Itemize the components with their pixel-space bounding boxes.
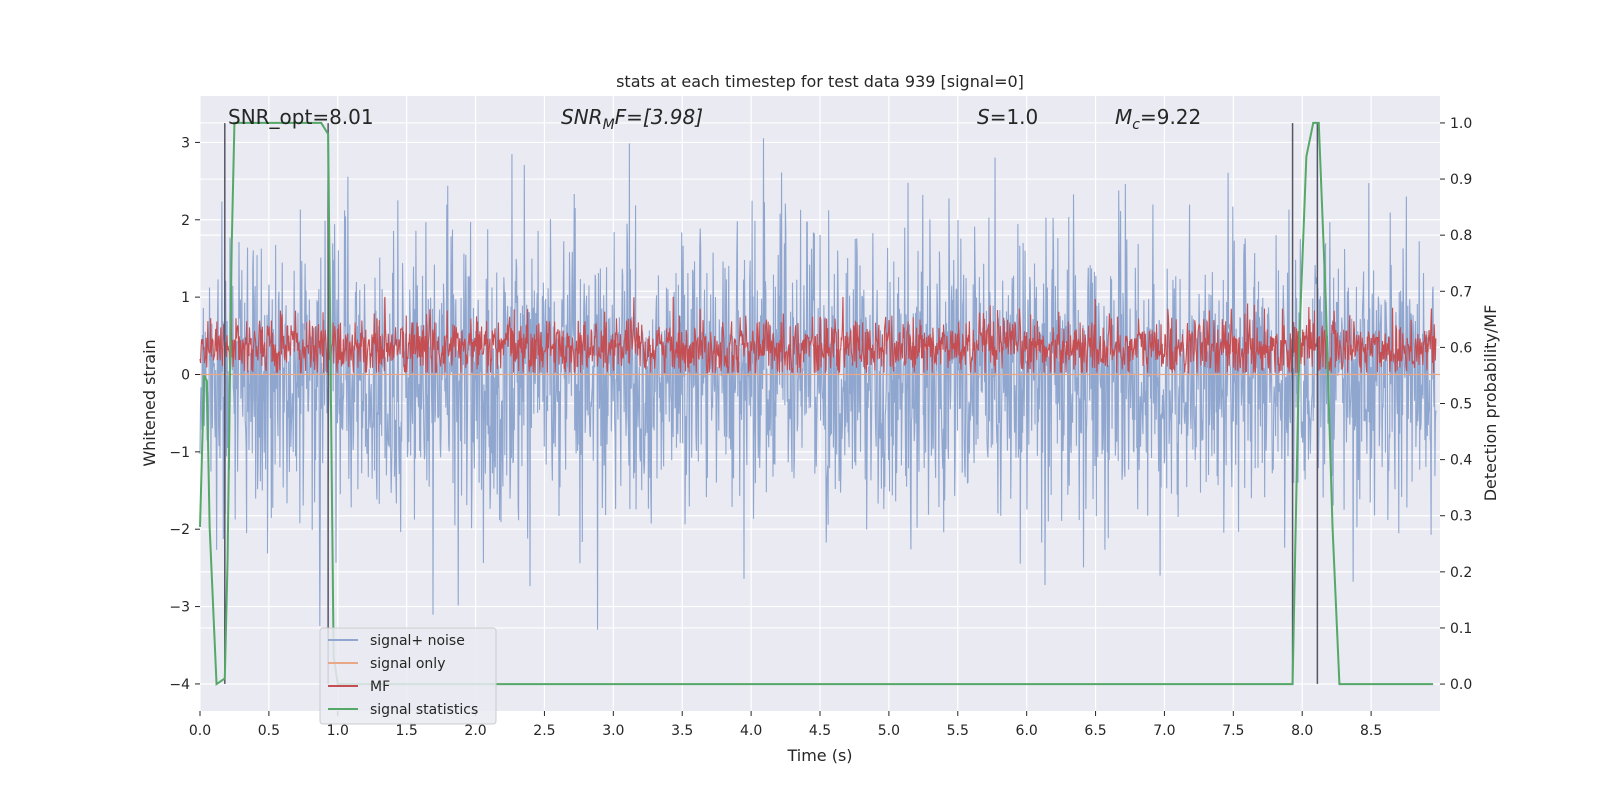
y-right-tick-label-5: 0.5 bbox=[1450, 397, 1472, 413]
annotation-mc: Mc=9.22 bbox=[1115, 105, 1201, 133]
x-tick-label-4: 2.0 bbox=[464, 723, 486, 739]
annotation-snr-mf-sub: M bbox=[603, 117, 615, 133]
annotation-mc-main: M bbox=[1115, 105, 1132, 129]
x-tick-label-9: 4.5 bbox=[809, 723, 831, 739]
y-left-axis-label: Whitened strain bbox=[140, 339, 159, 466]
y-right-tick-label-2: 0.8 bbox=[1450, 228, 1472, 244]
x-tick-label-8: 4.0 bbox=[740, 723, 762, 739]
x-tick-label-15: 7.5 bbox=[1222, 723, 1244, 739]
x-tick-label-0: 0.0 bbox=[189, 723, 211, 739]
x-tick-label-2: 1.0 bbox=[327, 723, 349, 739]
y-right-tick-label-6: 0.4 bbox=[1450, 453, 1472, 469]
y-left-tick-label-5: −2 bbox=[169, 522, 190, 538]
x-tick-labels: 0.0 0.5 1.0 1.5 2.0 2.5 3.0 3.5 4.0 4.5 5.0 5.5 6.0 6… bbox=[189, 711, 1382, 739]
x-tick-label-14: 7.0 bbox=[1153, 723, 1175, 739]
y-right-tick-label-7: 0.3 bbox=[1450, 509, 1472, 525]
legend-label-signal-only: signal only bbox=[370, 656, 445, 672]
x-tick-label-12: 6.0 bbox=[1016, 723, 1038, 739]
x-tick-label-6: 3.0 bbox=[602, 723, 624, 739]
x-tick-label-3: 1.5 bbox=[396, 723, 418, 739]
signal-statistics-trace bbox=[199, 121, 1434, 686]
y-right-tick-label-0: 1.0 bbox=[1450, 116, 1472, 132]
annotation-s: S=1.0 bbox=[977, 105, 1038, 129]
legend-label-mf: MF bbox=[370, 679, 390, 695]
annotation-snr-mf-main: SNR bbox=[561, 105, 603, 129]
x-tick-label-7: 3.5 bbox=[671, 723, 693, 739]
annotation-snr-mf-rest: F=[3.98] bbox=[615, 105, 703, 129]
x-tick-label-11: 5.5 bbox=[947, 723, 969, 739]
y-right-tick-label-3: 0.7 bbox=[1450, 284, 1472, 300]
y-left-tick-label-4: −1 bbox=[169, 445, 190, 461]
y-left-tick-label-2: 1 bbox=[181, 290, 190, 306]
series-signal-statistics bbox=[199, 121, 1434, 686]
mf-trace bbox=[199, 296, 1437, 375]
noise-trace bbox=[199, 138, 1437, 630]
y-left-tick-label-6: −3 bbox=[169, 600, 190, 616]
y-left-tick-label-3: 0 bbox=[181, 367, 190, 383]
annotation-mc-rest: =9.22 bbox=[1140, 105, 1201, 129]
x-tick-label-5: 2.5 bbox=[533, 723, 555, 739]
annotation-mc-sub: c bbox=[1132, 117, 1140, 133]
annotation-snr-opt: SNR_opt=8.01 bbox=[228, 105, 374, 129]
y-left-tick-labels: 3 2 1 0 −1 −2 −3 −4 bbox=[169, 135, 200, 693]
y-right-tick-labels: 1.0 0.9 0.8 0.7 0.6 0.5 0.4 0.3 0.2 0.1 0.0 bbox=[1440, 116, 1472, 693]
annotation-s-rest: =1.0 bbox=[990, 105, 1039, 129]
legend-box bbox=[319, 627, 497, 725]
annotation-s-main: S bbox=[977, 105, 990, 129]
y-right-tick-label-4: 0.6 bbox=[1450, 340, 1472, 356]
y-left-tick-label-0: 3 bbox=[181, 135, 190, 151]
x-tick-label-17: 8.5 bbox=[1360, 723, 1382, 739]
legend: signal+ noise signal only MF signal stat… bbox=[319, 627, 497, 725]
legend-label-signal-noise: signal+ noise bbox=[370, 633, 465, 649]
x-tick-label-13: 6.5 bbox=[1084, 723, 1106, 739]
x-tick-label-1: 0.5 bbox=[258, 723, 280, 739]
series-signal-noise bbox=[199, 138, 1437, 630]
chart-title: stats at each timestep for test data 939… bbox=[616, 72, 1024, 91]
y-right-tick-label-10: 0.0 bbox=[1450, 677, 1472, 693]
y-right-tick-label-9: 0.1 bbox=[1450, 621, 1472, 637]
y-right-tick-label-1: 0.9 bbox=[1450, 172, 1472, 188]
x-tick-label-10: 5.0 bbox=[878, 723, 900, 739]
y-left-tick-label-1: 2 bbox=[181, 213, 190, 229]
legend-label-signal-statistics: signal statistics bbox=[370, 702, 478, 718]
x-axis-label: Time (s) bbox=[786, 746, 852, 765]
y-right-tick-label-8: 0.2 bbox=[1450, 565, 1472, 581]
series-mf bbox=[199, 296, 1437, 375]
x-tick-label-16: 8.0 bbox=[1291, 723, 1313, 739]
annotation-snr-mf: SNRMF=[3.98] bbox=[561, 105, 703, 133]
y-left-tick-label-7: −4 bbox=[169, 677, 190, 693]
y-right-axis-label: Detection probability/MF bbox=[1481, 305, 1500, 502]
